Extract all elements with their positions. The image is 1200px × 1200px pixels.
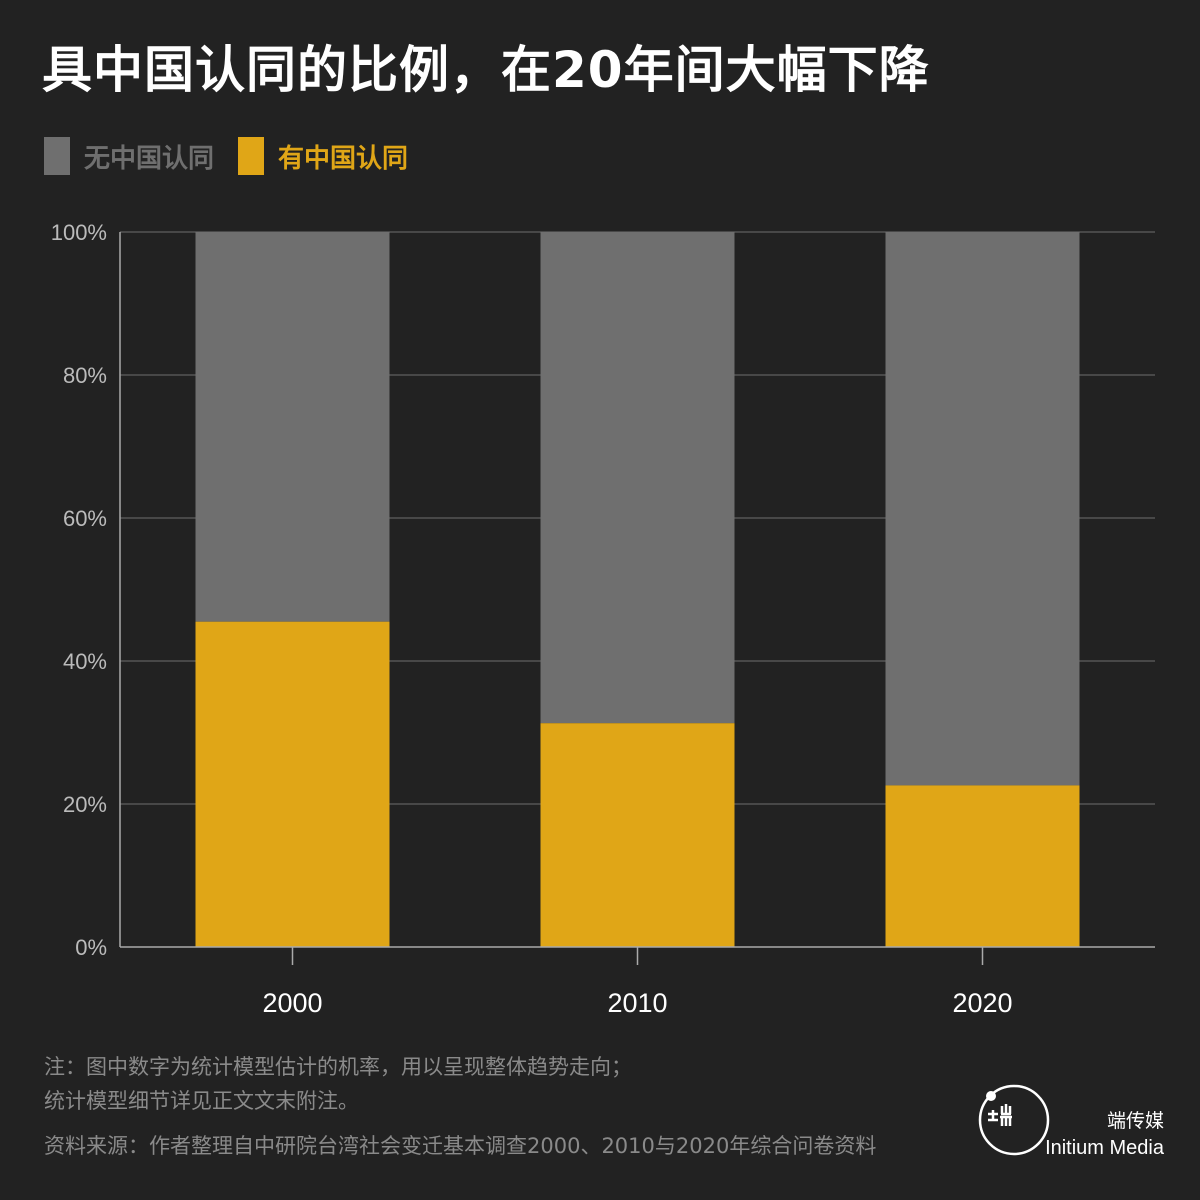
- y-tick-label: 20%: [63, 792, 107, 817]
- chart-title: 具中国认同的比例，在20年间大幅下降: [42, 41, 930, 99]
- brand-name-en: Initium Media: [1045, 1137, 1164, 1159]
- x-tick-label: 2020: [952, 988, 1012, 1018]
- bar-has-identity: [195, 621, 390, 947]
- footnote-line-2: 统计模型细节详见正文文末附注。: [44, 1089, 359, 1113]
- y-tick-label: 100%: [51, 220, 107, 245]
- y-tick-label: 0%: [75, 935, 107, 960]
- footnote-line-1: 注：图中数字为统计模型估计的机率，用以呈现整体趋势走向；: [44, 1055, 632, 1079]
- bar-no-identity: [540, 232, 735, 724]
- legend: 无中国认同 有中国认同: [44, 137, 432, 175]
- legend-label-no-identity: 无中国认同: [84, 143, 215, 174]
- bar-has-identity: [540, 723, 735, 947]
- bar-has-identity: [885, 785, 1080, 947]
- legend-item-no-identity: 无中国认同: [44, 137, 214, 175]
- bar-no-identity: [195, 232, 390, 622]
- legend-item-has-identity: 有中国认同: [238, 137, 408, 175]
- y-tick-label: 80%: [63, 363, 107, 388]
- y-tick-label: 40%: [63, 649, 107, 674]
- bar-no-identity: [885, 232, 1080, 786]
- x-tick-label: 2000: [262, 988, 322, 1018]
- brand-name-cn: 端传媒: [1106, 1110, 1164, 1132]
- y-tick-label: 60%: [63, 506, 107, 531]
- source-note: 资料来源：作者整理自中研院台湾社会变迁基本调查2000、2010与2020年综合…: [44, 1134, 877, 1158]
- initium-logo-icon: [978, 1084, 1050, 1156]
- stacked-bar-chart: 0% 20% 40% 60% 80% 100% 2000 2010 2020: [51, 220, 1155, 1018]
- legend-label-has-identity: 有中国认同: [278, 143, 409, 174]
- legend-swatch-no-identity: [44, 137, 70, 175]
- legend-swatch-has-identity: [238, 137, 265, 175]
- footnote: 注：图中数字为统计模型估计的机率，用以呈现整体趋势走向； 统计模型细节详见正文文…: [44, 1050, 632, 1118]
- brand: 端传媒 Initium Media: [1045, 1108, 1164, 1162]
- x-tick-label: 2010: [607, 988, 667, 1018]
